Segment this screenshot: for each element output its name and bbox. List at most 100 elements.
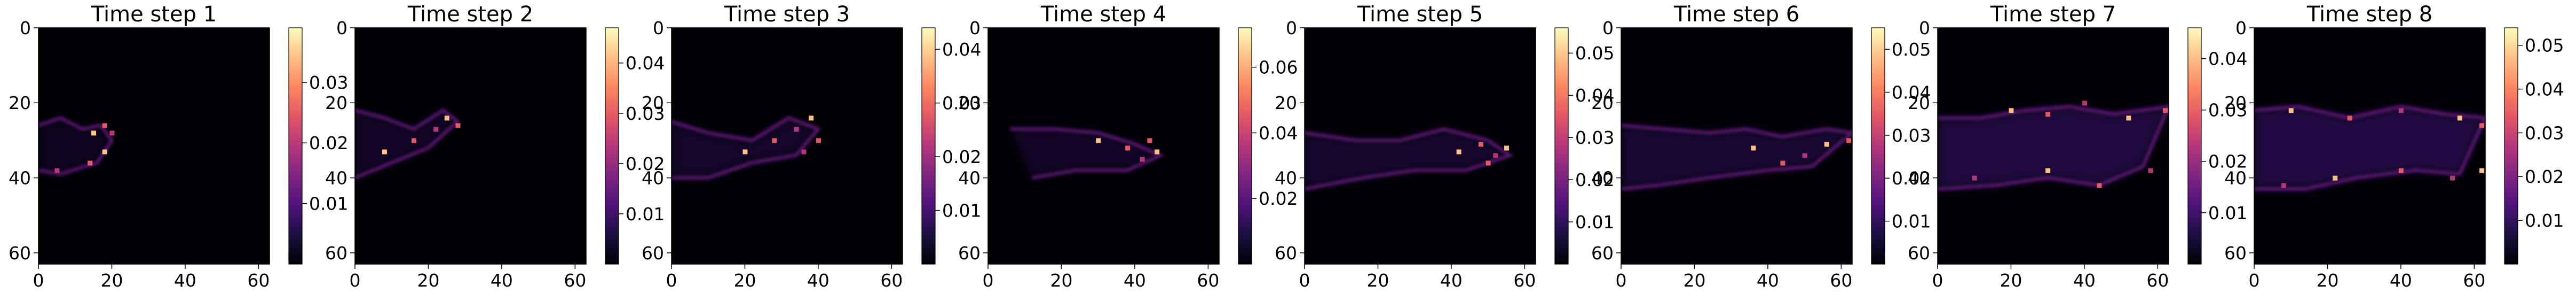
hotspot-cell [2097, 183, 2102, 188]
hotspot-cell [2009, 108, 2014, 113]
colorbar-tick-label: 0.04 [1259, 122, 1298, 143]
y-tick-label: 0 [969, 18, 981, 38]
hotspot-cell [742, 149, 748, 155]
y-tick-label: 20 [9, 92, 31, 113]
hotspot-cell [1456, 149, 1461, 155]
hotspot-cell [1140, 157, 1145, 162]
colorbar-tick-label: 0.04 [1892, 82, 1931, 103]
hotspot-cell [444, 115, 449, 121]
y-tick-label: 20 [2224, 92, 2247, 113]
colorbar-tick-label: 0.02 [1575, 169, 1614, 190]
x-tick-label: 60 [2146, 270, 2169, 291]
y-tick-label: 60 [2224, 243, 2247, 264]
subplot-title: Time step 2 [407, 2, 533, 27]
hotspot-cell [2045, 168, 2051, 173]
subplot-5: Time step 50 20 40 6002040600.010.020.030.0… [1275, 2, 1614, 291]
hotspot-cell [2333, 175, 2338, 181]
x-tick-label: 60 [1197, 270, 1219, 291]
colorbar-tick-label: 0.03 [1575, 127, 1614, 148]
colorbar-tick-label: 0.01 [626, 204, 665, 225]
subplot-title: Time step 6 [1673, 2, 1799, 27]
axes-frame [38, 27, 270, 265]
y-tick-label: 40 [642, 168, 664, 189]
subplot-title: Time step 3 [724, 2, 850, 27]
hotspot-cell [102, 123, 107, 128]
heatmap-image [38, 28, 270, 264]
y-tick-label: 40 [1275, 168, 1297, 189]
colorbar [921, 27, 936, 265]
x-tick-label: 60 [1513, 270, 1536, 291]
colorbar [2504, 27, 2518, 265]
y-tick-label: 0 [20, 18, 31, 38]
colorbar-tick-label: 0.04 [626, 53, 665, 74]
colorbar-tick-label: 0.01 [2525, 210, 2564, 231]
hotspot-cell [1155, 149, 1160, 155]
x-tick-label: 0 [1616, 270, 1627, 291]
x-tick-label: 60 [1830, 270, 1852, 291]
axes-frame [671, 27, 903, 265]
x-tick-label: 20 [1050, 270, 1072, 291]
hotspot-cell [2288, 108, 2294, 113]
y-tick-label: 60 [9, 243, 31, 264]
hotspot-cell [88, 160, 93, 166]
x-tick-label: 40 [174, 270, 196, 291]
subplot-title: Time step 7 [1990, 2, 2116, 27]
hotspot-cell [2045, 112, 2051, 117]
axes-frame [1304, 27, 1536, 265]
heatmap-image [988, 28, 1219, 264]
x-tick-label: 20 [1366, 270, 1389, 291]
hotspot-cell [1751, 145, 1756, 151]
colorbar-tick-label: 0.04 [2525, 79, 2564, 99]
colorbar-tick-label: 0.01 [1892, 211, 1931, 232]
x-tick-label: 40 [1440, 270, 1463, 291]
colorbar-tick-label: 0.04 [1575, 85, 1614, 106]
y-tick-label: 0 [336, 18, 347, 38]
colorbar [1871, 27, 1885, 265]
y-tick-label: 0 [653, 18, 664, 38]
colorbar [1554, 27, 1569, 265]
x-tick-label: 20 [2316, 270, 2338, 291]
y-tick-label: 60 [642, 243, 664, 264]
hotspot-cell [1096, 138, 1101, 143]
y-tick-label: 40 [958, 168, 981, 189]
colorbar-tick-label: 0.04 [2208, 49, 2247, 70]
axes-frame [2254, 27, 2486, 265]
colorbar-tick-label: 0.03 [942, 93, 981, 114]
x-tick-label: 40 [2390, 270, 2412, 291]
y-tick-label: 40 [2224, 168, 2247, 189]
x-tick-label: 0 [983, 270, 994, 291]
y-tick-label: 60 [1275, 243, 1297, 264]
hotspot-cell [1478, 142, 1483, 147]
x-tick-label: 20 [733, 270, 756, 291]
colorbar [1238, 27, 1252, 265]
colorbar-tick-label: 0.02 [626, 153, 665, 174]
x-tick-label: 60 [880, 270, 903, 291]
colorbar-tick-label: 0.06 [1259, 57, 1298, 78]
y-tick-label: 60 [1591, 243, 1614, 264]
colorbar-tick-label: 0.01 [2208, 203, 2247, 223]
hotspot-cell [2163, 108, 2168, 113]
x-tick-label: 0 [350, 270, 361, 291]
hotspot-cell [816, 138, 821, 143]
heatmap-image [2254, 28, 2485, 264]
hotspot-cell [2398, 168, 2404, 173]
colorbar-tick-label: 0.03 [626, 103, 665, 124]
hotspot-cell [1802, 153, 1807, 158]
hotspot-cell [1504, 145, 1510, 151]
y-tick-label: 40 [325, 168, 347, 189]
y-tick-label: 60 [325, 243, 347, 264]
x-tick-label: 20 [417, 270, 439, 291]
y-tick-label: 0 [1602, 18, 1614, 38]
y-tick-label: 20 [958, 92, 981, 113]
hotspot-cell [2126, 115, 2131, 121]
x-tick-label: 60 [2463, 270, 2485, 291]
heatmap-image [671, 28, 903, 264]
hotspot-cell [809, 115, 814, 121]
hotspot-cell [1493, 153, 1498, 158]
subplot-title: Time step 8 [2306, 2, 2432, 27]
y-tick-label: 60 [958, 243, 981, 264]
x-tick-label: 20 [1683, 270, 1705, 291]
y-tick-label: 40 [9, 168, 31, 189]
hotspot-cell [433, 127, 439, 132]
